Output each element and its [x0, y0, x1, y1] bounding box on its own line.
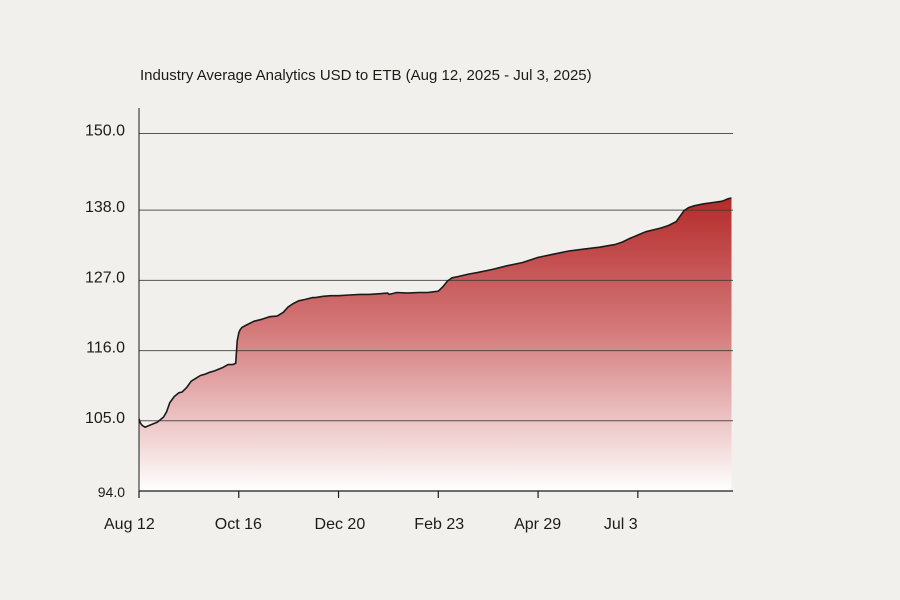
axes — [138, 108, 733, 492]
x-tick-label: Aug 12 — [104, 516, 155, 533]
line-layer — [138, 197, 732, 428]
y-tick-label: 105.0 — [85, 410, 125, 427]
x-tick-label: Oct 16 — [215, 516, 262, 533]
area-layer — [139, 198, 732, 491]
y-tick-label: 127.0 — [85, 269, 125, 286]
y-tick-label: 94.0 — [98, 484, 125, 500]
y-tick-label: 138.0 — [85, 199, 125, 216]
x-axis-ticks: Aug 12 Oct 16 Dec 20 Feb 23 Apr 29 Jul 3 — [104, 491, 639, 533]
y-tick-label: 150.0 — [85, 123, 125, 140]
x-tick-label: Feb 23 — [414, 516, 464, 533]
gridlines — [139, 133, 733, 422]
y-tick-label: 116.0 — [86, 340, 125, 357]
area-fill — [139, 198, 732, 491]
x-tick-label: Jul 3 — [604, 516, 638, 533]
x-tick-label: Apr 29 — [514, 516, 561, 533]
x-tick-label: Dec 20 — [315, 516, 366, 533]
chart-title: Industry Average Analytics USD to ETB (A… — [140, 67, 592, 84]
series-line — [138, 197, 732, 428]
y-axis-ticks: 150.0 138.0 127.0 116.0 105.0 94.0 — [85, 123, 125, 500]
